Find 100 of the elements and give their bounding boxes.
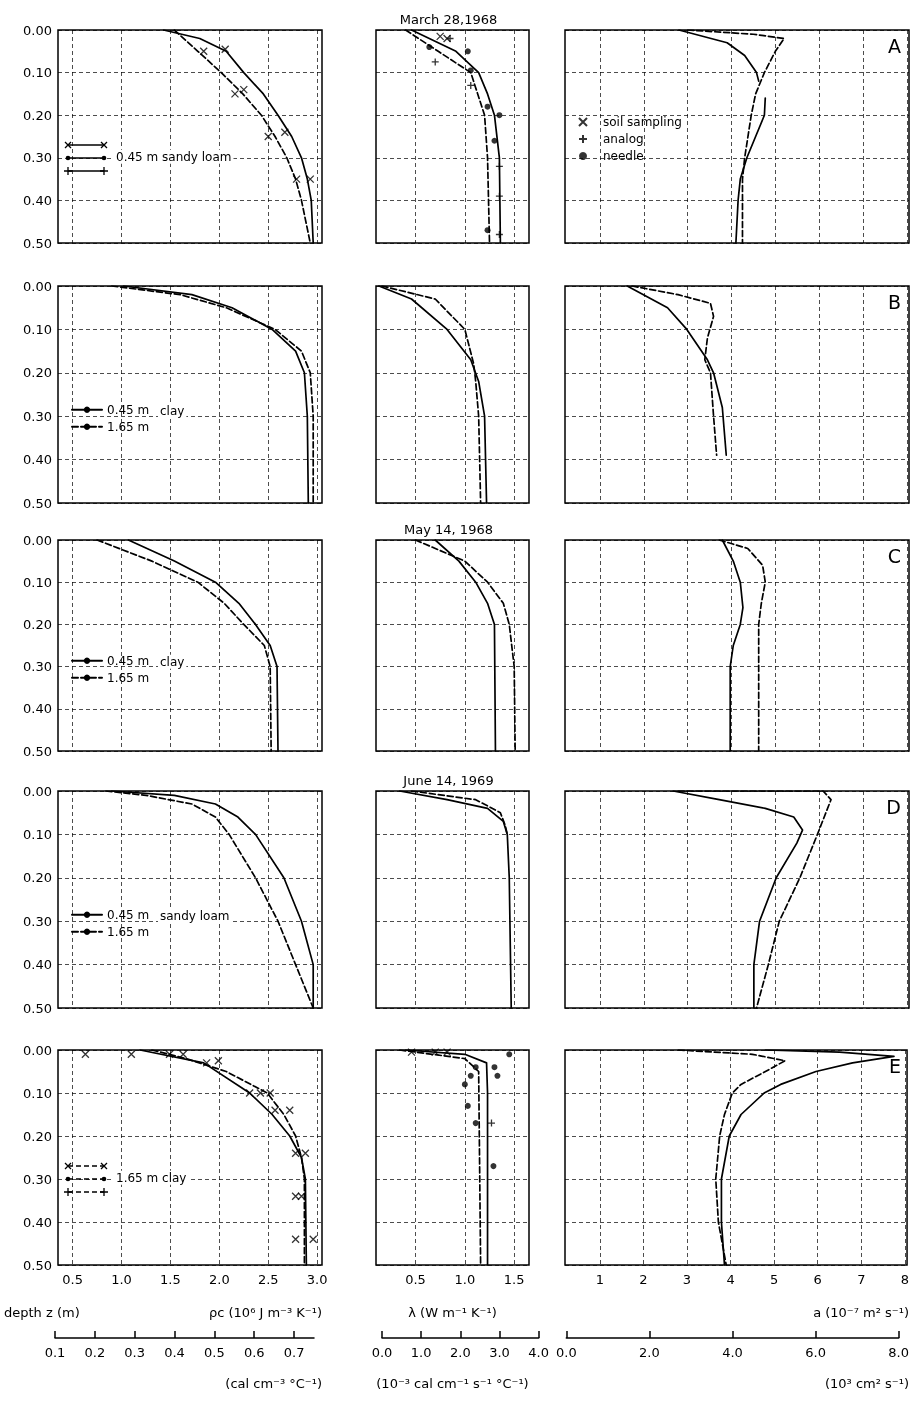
y-tick-label: 0.10 (23, 65, 52, 81)
x-axis-title: λ (W m⁻¹ K⁻¹) (408, 1304, 497, 1320)
legend-title: clay (160, 403, 185, 418)
y-axis-title: depth z (m) (4, 1304, 80, 1320)
legend-label: analog (603, 131, 644, 146)
x2-axis-title: (10³ cm² s⁻¹) (824, 1375, 909, 1391)
point (442, 1048, 452, 1057)
y-tick-label: 0.40 (23, 452, 52, 468)
x-tick-label: 6 (813, 1272, 822, 1287)
y-tick-label: 0.50 (23, 495, 52, 511)
y-tick-label: 0.10 (23, 321, 52, 337)
y-tick-label: 0.40 (23, 701, 52, 717)
annotation: E (888, 1054, 901, 1077)
x-tick-label: 3 (682, 1272, 692, 1287)
x2-tick-label: 0.0 (555, 1345, 577, 1360)
point (297, 1192, 306, 1201)
point (292, 174, 301, 184)
x-tick-label: 1.5 (503, 1272, 525, 1287)
y-tick-label: 0.20 (23, 1128, 52, 1144)
chart-title: May 14, 1968 (404, 522, 493, 537)
annotation: A (888, 34, 901, 57)
point (256, 1088, 265, 1098)
point (179, 1050, 188, 1059)
y-tick-label: 0.20 (23, 365, 52, 381)
x-tick-label: 0.5 (62, 1272, 84, 1287)
y-tick-label: 0.00 (23, 532, 52, 548)
legend-label: needle (603, 148, 644, 163)
x2-tick-label: 0.1 (44, 1345, 66, 1360)
y-tick-label: 0.00 (23, 1042, 52, 1058)
legend-label: 0.45 m (107, 653, 150, 668)
annotation: D (886, 795, 901, 818)
point (285, 1106, 294, 1115)
x-tick-label: 1.0 (454, 1272, 476, 1287)
point (165, 1050, 174, 1059)
point (266, 1088, 275, 1098)
x2-tick-label: 6.0 (805, 1345, 826, 1360)
y-tick-label: 0.40 (23, 1214, 52, 1230)
point (202, 1058, 211, 1068)
annotation: B (887, 290, 901, 313)
point (291, 1149, 300, 1158)
point (491, 137, 498, 144)
y-tick-label: 0.50 (23, 1257, 52, 1273)
legend-label: 1.65 m (107, 924, 150, 939)
x2-tick-label: 0.3 (124, 1345, 146, 1360)
point (221, 45, 230, 54)
y-tick-label: 0.40 (23, 192, 52, 208)
point (467, 1072, 474, 1079)
x2-tick-label: 2.0 (639, 1345, 660, 1360)
y-tick-label: 0.50 (23, 1000, 52, 1016)
x2-tick-label: 0.2 (84, 1345, 106, 1360)
x-tick-label: 0.5 (405, 1272, 426, 1287)
x2-tick-label: 1.0 (410, 1345, 432, 1360)
legend-label: 1.65 m (107, 419, 150, 434)
point (214, 1056, 223, 1065)
legend-title: 1.65 m clay (116, 1170, 187, 1185)
point (306, 174, 315, 184)
x2-tick-label: 8.0 (888, 1345, 910, 1360)
y-tick-label: 0.00 (23, 22, 52, 38)
x-tick-label: 1 (595, 1272, 604, 1287)
point (491, 1064, 498, 1071)
x2-tick-label: 0.6 (243, 1345, 265, 1360)
point (496, 112, 503, 119)
y-tick-label: 0.40 (23, 957, 52, 973)
x2-tick-label: 0.5 (204, 1345, 225, 1360)
point (490, 1163, 497, 1170)
point (280, 128, 289, 137)
point (487, 1118, 496, 1128)
y-tick-label: 0.20 (23, 107, 52, 123)
point (494, 1072, 501, 1079)
x-tick-label: 2 (639, 1272, 648, 1287)
point (464, 48, 471, 55)
annotation: C (887, 544, 901, 567)
point (436, 32, 445, 41)
point (81, 1050, 90, 1059)
point (309, 1235, 318, 1244)
point (245, 1088, 254, 1098)
x-tick-label: 3.0 (306, 1272, 328, 1287)
y-tick-label: 0.30 (23, 150, 52, 166)
x-tick-label: 1.5 (160, 1272, 181, 1287)
x-axis-title: a (10⁻⁷ m² s⁻¹) (813, 1304, 909, 1320)
legend-label: 1.65 m (107, 670, 150, 685)
point (127, 1050, 136, 1059)
x2-tick-label: 2.0 (449, 1345, 471, 1360)
y-tick-label: 0.20 (23, 616, 52, 632)
x2-tick-label: 0.0 (371, 1345, 393, 1360)
point (199, 47, 208, 56)
point (239, 85, 248, 94)
point (291, 1192, 300, 1201)
legend-title: clay (160, 654, 185, 669)
x-axis-title: ρc (10⁶ J m⁻³ K⁻¹) (209, 1304, 322, 1320)
x2-axis-title: (10⁻³ cal cm⁻¹ s⁻¹ °C⁻¹) (376, 1375, 529, 1391)
x-tick-label: 8 (900, 1272, 910, 1287)
x-tick-label: 5 (770, 1272, 779, 1287)
y-tick-label: 0.10 (23, 1085, 52, 1101)
chart-title: June 14, 1969 (402, 773, 494, 788)
x2-tick-label: 4.0 (722, 1345, 743, 1360)
x2-axis-title: (cal cm⁻³ °C⁻¹) (225, 1375, 322, 1391)
point (464, 1102, 471, 1109)
x-tick-label: 7 (857, 1272, 866, 1287)
y-tick-label: 0.00 (23, 783, 52, 799)
